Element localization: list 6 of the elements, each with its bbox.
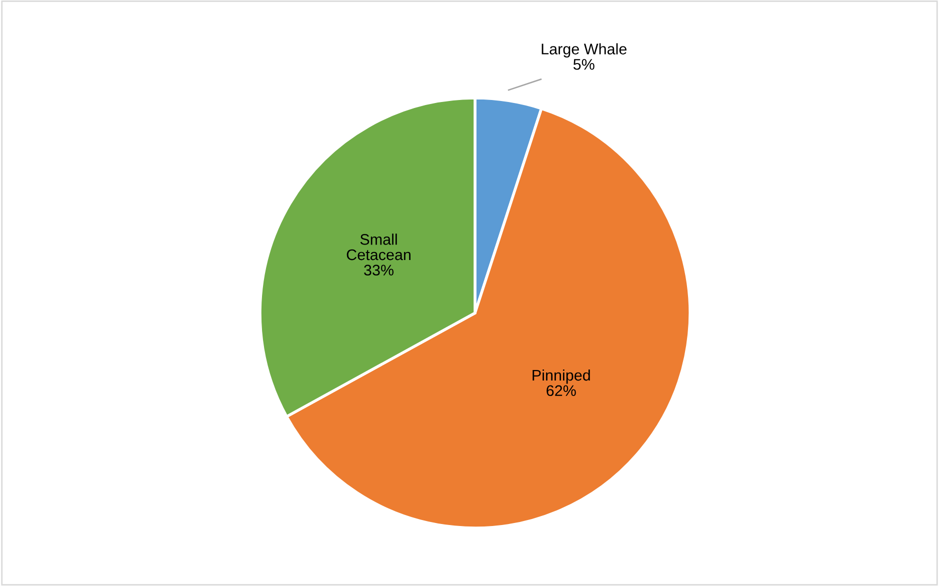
data-label: 33% xyxy=(364,264,394,276)
data-label: 5% xyxy=(573,59,594,70)
data-label: 62% xyxy=(546,385,576,396)
slice-label: Small Cetacean xyxy=(346,234,410,260)
slice-label: Large Whale xyxy=(542,43,627,58)
slice-label: Pinniped xyxy=(532,369,590,384)
